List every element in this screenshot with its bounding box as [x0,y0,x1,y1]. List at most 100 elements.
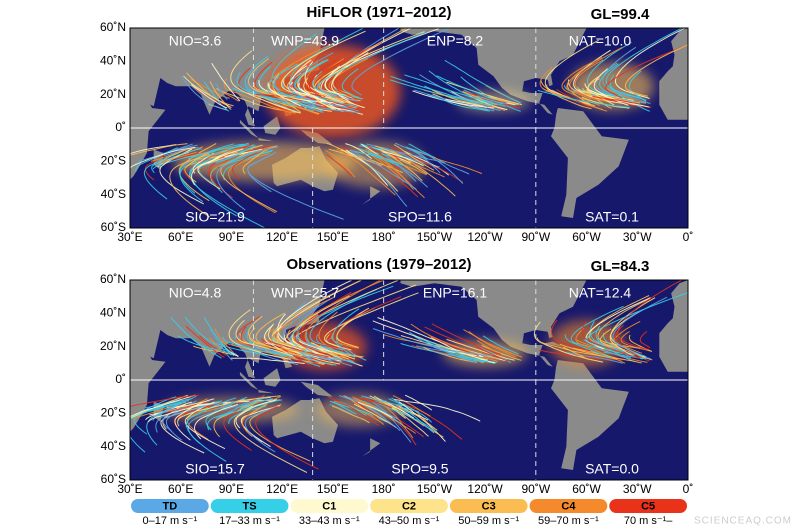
track [143,151,181,200]
lat-label: 0˚ [115,372,126,386]
track [177,335,230,354]
track [308,340,353,351]
legend-swatch [131,499,209,513]
lon-label: 150˚W [417,230,453,244]
lat-label: 60˚S [101,220,126,234]
lon-label: 0˚ [683,482,694,496]
track [639,331,651,349]
track [391,397,432,423]
track [413,335,477,364]
track [292,75,328,108]
map [130,280,688,480]
global-count: GL=84.3 [591,258,650,275]
track [224,148,263,158]
legend-category: TD [163,500,178,512]
track [404,394,433,411]
track [226,150,259,164]
track [335,75,358,100]
lat-label: 20˚S [101,406,126,420]
track [350,149,417,190]
track [556,88,590,108]
lon-label: 150˚E [317,230,349,244]
lat-label: 60˚S [101,472,126,486]
track [585,297,651,350]
track [392,395,431,417]
track [539,67,608,112]
lat-label: 40˚S [101,439,126,453]
map-frame [129,27,689,229]
track [327,396,379,427]
legend-range: 70 m s⁻¹– [624,515,673,527]
watermark: SCIENCEAQ.COM [694,516,792,527]
track [292,280,386,349]
track [606,87,647,104]
track [193,345,239,357]
lon-label: 60˚E [168,482,193,496]
lat-label: 40˚S [101,187,126,201]
track [586,41,632,98]
basin-count: NIO=4.8 [169,285,222,301]
track [375,145,401,157]
track [536,337,618,360]
lon-label: 30˚W [623,230,652,244]
track [214,400,236,411]
track [408,147,483,175]
track [316,31,426,99]
track [180,76,226,111]
track [372,328,493,357]
density [172,141,359,182]
track [306,340,344,353]
land [239,371,259,390]
track [158,149,186,164]
track [130,394,199,407]
track [271,321,313,364]
basin-count: NAT=10.0 [569,33,632,49]
track [330,52,369,105]
track [382,151,424,167]
track [361,395,403,407]
land [659,28,688,120]
track [537,89,631,108]
legend-swatch [370,499,448,513]
track [214,328,236,355]
track [564,334,612,359]
basin-count: WNP=43.9 [271,33,339,49]
lon-label: 90˚E [219,482,244,496]
lon-label: 90˚W [521,230,550,244]
track [130,143,188,156]
land [130,280,325,379]
legend-category: C3 [482,500,496,512]
track [198,153,239,186]
track [419,74,485,107]
basin-count: NAT=12.4 [569,285,632,301]
track [230,50,301,114]
track [213,401,260,438]
track [329,400,387,423]
track [329,403,353,415]
density [265,44,401,139]
track [152,395,197,421]
track [476,340,503,355]
land [551,108,629,218]
track [609,311,640,359]
track [400,343,489,362]
track [404,74,506,107]
track [130,144,177,155]
track [291,326,342,362]
track [481,344,522,361]
track [255,312,303,357]
track [412,90,495,109]
track [174,398,215,441]
basin-count: WNP=25.7 [271,285,339,301]
panel-title: Observations (1979–2012) [286,256,471,273]
track [584,83,650,108]
track [374,397,414,439]
track [348,397,401,432]
lon-label: 120˚E [266,230,298,244]
track [550,319,591,352]
track [326,154,353,177]
lon-label: 60˚W [572,482,601,496]
legend-category: TS [243,500,257,512]
track [280,30,366,97]
